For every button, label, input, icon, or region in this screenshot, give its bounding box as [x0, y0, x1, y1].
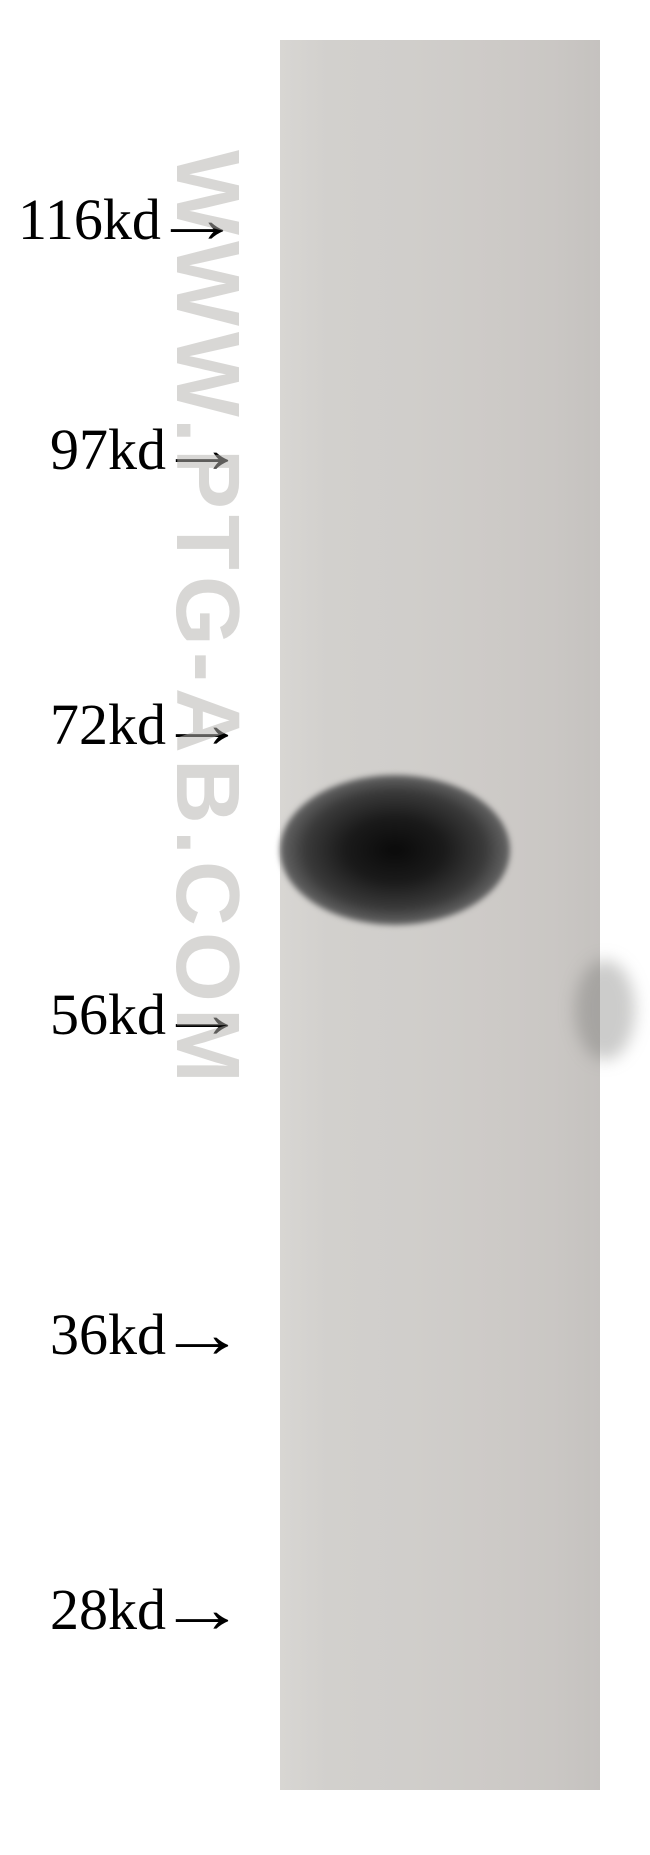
- marker-label-text: 56kd: [50, 981, 166, 1048]
- lane-smudge-right: [575, 960, 635, 1060]
- marker-label-text: 116kd: [18, 186, 161, 253]
- arrow-icon: →: [158, 1570, 246, 1649]
- marker-97kd: 97kd →: [50, 410, 236, 489]
- marker-label-text: 28kd: [50, 1576, 166, 1643]
- marker-116kd: 116kd →: [18, 180, 231, 259]
- marker-label-text: 36kd: [50, 1301, 166, 1368]
- marker-label-text: 97kd: [50, 416, 166, 483]
- marker-36kd: 36kd →: [50, 1295, 236, 1374]
- marker-label-text: 72kd: [50, 691, 166, 758]
- arrow-icon: →: [158, 975, 246, 1054]
- arrow-icon: →: [158, 1295, 246, 1374]
- arrow-icon: →: [153, 180, 241, 259]
- watermark-text: WWW.PTG-AB.COM: [155, 150, 258, 1089]
- protein-band: [280, 775, 510, 925]
- arrow-icon: →: [158, 410, 246, 489]
- western-blot-lane: [280, 40, 600, 1790]
- marker-72kd: 72kd →: [50, 685, 236, 764]
- marker-28kd: 28kd →: [50, 1570, 236, 1649]
- marker-56kd: 56kd →: [50, 975, 236, 1054]
- arrow-icon: →: [158, 685, 246, 764]
